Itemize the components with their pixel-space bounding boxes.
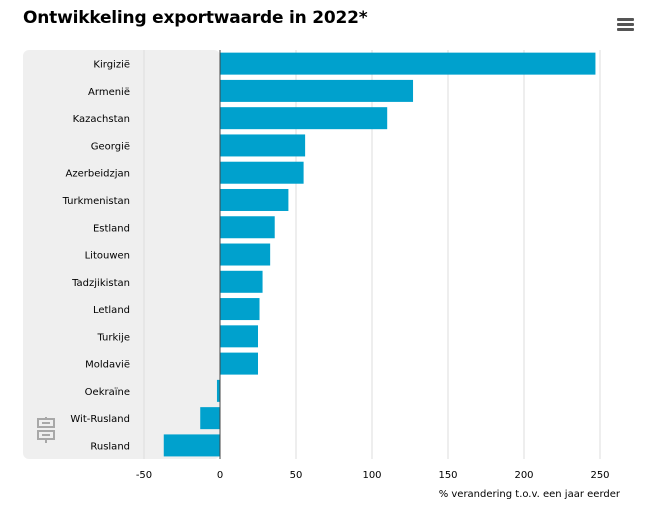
bar[interactable] bbox=[220, 270, 263, 293]
category-label: Armenië bbox=[88, 87, 130, 98]
x-tick-label: 100 bbox=[362, 470, 381, 481]
bar[interactable] bbox=[220, 216, 275, 239]
category-label: Turkije bbox=[96, 332, 130, 343]
x-tick-label: -50 bbox=[136, 470, 152, 481]
x-tick-label: 0 bbox=[217, 470, 223, 481]
category-label: Kirgizië bbox=[93, 60, 130, 71]
category-label: Estland bbox=[93, 223, 130, 234]
hamburger-menu-icon[interactable] bbox=[617, 18, 634, 32]
bar[interactable] bbox=[220, 79, 414, 102]
bar[interactable] bbox=[220, 107, 388, 130]
bar[interactable] bbox=[220, 161, 304, 184]
category-label: Georgië bbox=[91, 141, 130, 152]
x-tick-label: 150 bbox=[438, 470, 457, 481]
bar[interactable] bbox=[163, 434, 220, 457]
category-label: Letland bbox=[93, 305, 130, 316]
category-label: Turkmenistan bbox=[62, 196, 130, 207]
bar[interactable] bbox=[200, 407, 220, 430]
category-label: Litouwen bbox=[85, 251, 130, 262]
bar[interactable] bbox=[220, 298, 260, 321]
x-tick-label: 250 bbox=[590, 470, 609, 481]
category-label: Rusland bbox=[90, 441, 130, 452]
category-label: Moldavië bbox=[85, 360, 130, 371]
cbs-logo-icon bbox=[37, 417, 55, 443]
x-tick-label: 50 bbox=[290, 470, 303, 481]
bar[interactable] bbox=[220, 325, 258, 348]
category-label-panel bbox=[23, 50, 220, 459]
category-label: Tadzjikistan bbox=[71, 278, 130, 289]
x-tick-labels: -50 0 50 100 150 200 250 bbox=[136, 470, 610, 481]
bar[interactable] bbox=[220, 188, 289, 211]
bar[interactable] bbox=[220, 134, 306, 157]
bar[interactable] bbox=[220, 243, 271, 266]
bar[interactable] bbox=[216, 379, 220, 402]
chart-title: Ontwikkeling exportwaarde in 2022* bbox=[23, 8, 368, 28]
category-labels: Kirgizië Armenië Kazachstan Georgië Azerbeid… bbox=[62, 60, 130, 453]
category-label: Kazachstan bbox=[73, 114, 130, 125]
bar[interactable] bbox=[220, 52, 596, 75]
category-label: Wit-Rusland bbox=[70, 414, 130, 425]
x-tick-label: 200 bbox=[514, 470, 533, 481]
bar[interactable] bbox=[220, 352, 258, 375]
x-axis-title: % verandering t.o.v. een jaar eerder bbox=[439, 489, 621, 500]
bars bbox=[163, 52, 596, 457]
category-label: Azerbeidzjan bbox=[66, 169, 130, 180]
category-label: Oekraïne bbox=[85, 387, 130, 398]
